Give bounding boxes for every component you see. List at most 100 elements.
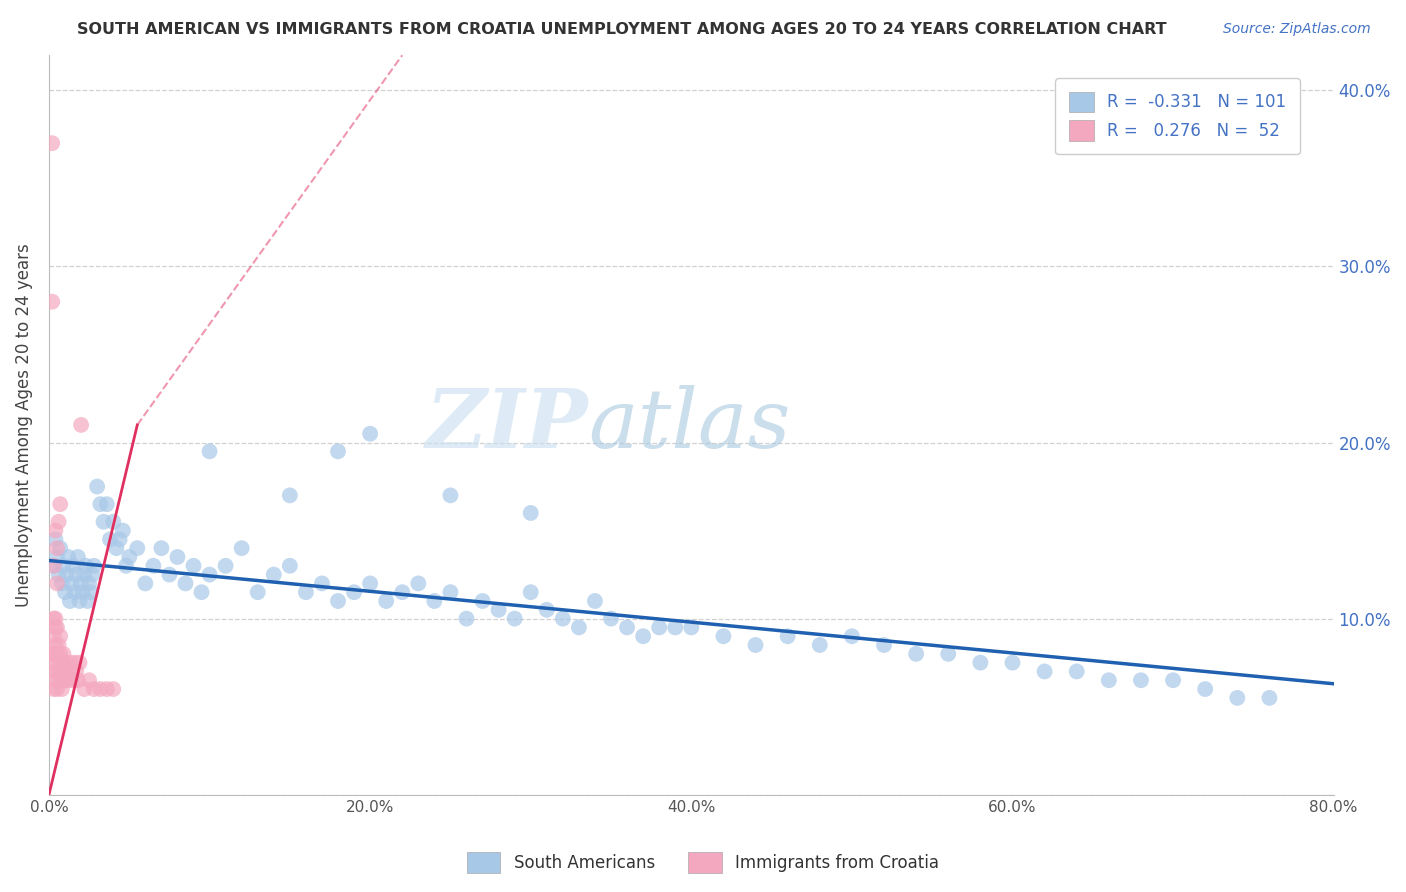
Point — [776, 629, 799, 643]
Point — [66, 673, 89, 688]
Point — [1194, 681, 1216, 696]
Point — [41, 136, 63, 151]
Point — [93, 515, 115, 529]
Point — [166, 549, 188, 564]
Point — [278, 558, 301, 573]
Point — [359, 576, 381, 591]
Point — [1001, 656, 1024, 670]
Point — [51, 576, 73, 591]
Point — [808, 638, 831, 652]
Point — [488, 603, 510, 617]
Point — [53, 656, 76, 670]
Point — [49, 665, 72, 679]
Point — [536, 603, 558, 617]
Point — [1098, 673, 1121, 688]
Point — [89, 681, 111, 696]
Point — [278, 488, 301, 502]
Point — [246, 585, 269, 599]
Point — [681, 620, 703, 634]
Point — [82, 567, 104, 582]
Point — [75, 558, 97, 573]
Point — [42, 647, 65, 661]
Point — [873, 638, 896, 652]
Point — [134, 576, 156, 591]
Point — [69, 656, 91, 670]
Text: SOUTH AMERICAN VS IMMIGRANTS FROM CROATIA UNEMPLOYMENT AMONG AGES 20 TO 24 YEARS: SOUTH AMERICAN VS IMMIGRANTS FROM CROATI… — [77, 22, 1167, 37]
Point — [44, 524, 66, 538]
Point — [66, 549, 89, 564]
Point — [1033, 665, 1056, 679]
Point — [583, 594, 606, 608]
Point — [53, 673, 76, 688]
Point — [198, 567, 221, 582]
Point — [55, 665, 77, 679]
Point — [49, 647, 72, 661]
Point — [1066, 665, 1088, 679]
Point — [44, 638, 66, 652]
Point — [51, 656, 73, 670]
Point — [631, 629, 654, 643]
Point — [69, 594, 91, 608]
Point — [118, 549, 141, 564]
Point — [77, 673, 100, 688]
Point — [62, 673, 84, 688]
Point — [231, 541, 253, 556]
Point — [42, 558, 65, 573]
Point — [214, 558, 236, 573]
Point — [48, 567, 70, 582]
Point — [46, 541, 69, 556]
Point — [174, 576, 197, 591]
Point — [503, 612, 526, 626]
Point — [72, 585, 94, 599]
Point — [664, 620, 686, 634]
Point — [52, 558, 75, 573]
Point — [49, 541, 72, 556]
Point — [551, 612, 574, 626]
Text: atlas: atlas — [589, 385, 792, 465]
Point — [48, 515, 70, 529]
Point — [359, 426, 381, 441]
Point — [51, 673, 73, 688]
Point — [103, 515, 125, 529]
Point — [1258, 690, 1281, 705]
Point — [311, 576, 333, 591]
Point — [96, 681, 118, 696]
Point — [108, 533, 131, 547]
Point — [115, 558, 138, 573]
Point — [936, 647, 959, 661]
Point — [519, 585, 541, 599]
Point — [73, 681, 96, 696]
Point — [1129, 673, 1152, 688]
Point — [41, 294, 63, 309]
Point — [73, 567, 96, 582]
Point — [423, 594, 446, 608]
Point — [44, 612, 66, 626]
Point — [295, 585, 318, 599]
Point — [62, 558, 84, 573]
Point — [77, 576, 100, 591]
Point — [198, 444, 221, 458]
Point — [263, 567, 285, 582]
Point — [83, 681, 105, 696]
Text: Source: ZipAtlas.com: Source: ZipAtlas.com — [1223, 22, 1371, 37]
Point — [42, 629, 65, 643]
Point — [48, 656, 70, 670]
Point — [51, 681, 73, 696]
Point — [343, 585, 366, 599]
Point — [46, 647, 69, 661]
Point — [969, 656, 991, 670]
Point — [70, 417, 93, 432]
Point — [58, 549, 80, 564]
Point — [80, 585, 103, 599]
Point — [44, 673, 66, 688]
Point — [326, 444, 349, 458]
Point — [111, 524, 134, 538]
Point — [46, 549, 69, 564]
Point — [52, 665, 75, 679]
Point — [841, 629, 863, 643]
Point — [86, 479, 108, 493]
Point — [46, 665, 69, 679]
Point — [744, 638, 766, 652]
Point — [42, 558, 65, 573]
Point — [105, 541, 128, 556]
